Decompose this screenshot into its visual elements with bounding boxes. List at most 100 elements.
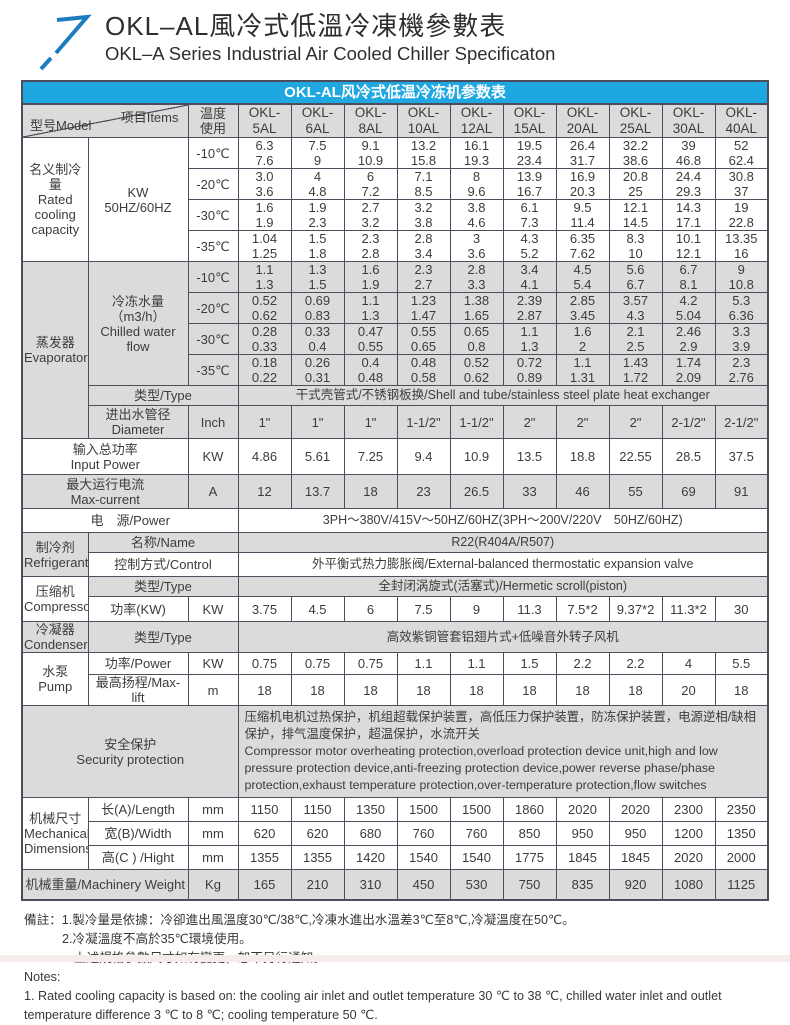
value-cell: 18: [343, 474, 398, 509]
temp-cell: -35℃: [187, 230, 239, 262]
temp-usage-header: 温度 使用: [187, 103, 239, 138]
value-cell: 4: [661, 652, 716, 675]
value-cell: 0.52 0.62: [449, 354, 504, 386]
value-cell: 55: [608, 474, 663, 509]
value-cell: 2.39 2.87: [502, 292, 557, 324]
rated-cooling-row: 名义制冷量 Rated cooling capacity KW 50HZ/60HZ -10℃…: [21, 137, 769, 262]
value-cell: 1.6 1.9: [237, 199, 292, 231]
value-cell: 1775: [502, 845, 557, 870]
spec-table: 型号Model 项目Items 温度 使用 OKL- 5AL OKL- 6AL OKL- 8AL O…: [21, 103, 769, 901]
value-cell: 22.55: [608, 438, 663, 475]
table-title-banner: OKL-AL风冷式低温冷冻机参数表: [21, 80, 769, 103]
value-cell: 0.18 0.22: [237, 354, 292, 386]
value-cell: 2020: [608, 797, 663, 822]
value-cell: 1350: [343, 797, 398, 822]
value-cell: 2.3 2.76: [714, 354, 769, 386]
model-header-cell: OKL- 12AL: [449, 103, 504, 138]
value-cell: 1": [290, 405, 345, 439]
row-label-input-power: 输入总功率 Input Power: [21, 438, 189, 475]
value-cell: 0.75: [237, 652, 292, 675]
row-label-refrigerant-name: 名称/Name: [87, 532, 239, 553]
value-cell: 1200: [661, 821, 716, 846]
value-cell: 1.1 1.31: [555, 354, 610, 386]
value-cell: 530: [449, 869, 504, 900]
value-cell: 2.3 2.8: [343, 230, 398, 262]
value-cell: 9.1 10.9: [343, 137, 398, 169]
value-cell: 18: [502, 674, 557, 706]
model-header-cell: OKL- 5AL: [237, 103, 292, 138]
value-cell: 6.3 7.6: [237, 137, 292, 169]
temp-cell: -10℃: [187, 261, 239, 293]
value-cell: 760: [396, 821, 451, 846]
value-cell: 5.5: [714, 652, 769, 675]
page-title: OKL–AL風冷式低溫冷凍機參數表: [105, 11, 507, 41]
value-cell: 3 3.6: [449, 230, 504, 262]
value-cell: 1540: [449, 845, 504, 870]
value-cell: 28.5: [661, 438, 716, 475]
unit-cell: KW: [187, 438, 239, 475]
value-cell: 0.48 0.58: [396, 354, 451, 386]
value-cell: 0.75: [290, 652, 345, 675]
value-cell: 2020: [555, 797, 610, 822]
value-cell: 5.61: [290, 438, 345, 475]
value-cell: 18.8: [555, 438, 610, 475]
value-cell: 1845: [608, 845, 663, 870]
value-cell: 20.8 25: [608, 168, 663, 200]
row-label-condenser: 冷凝器 Condenser: [21, 621, 89, 653]
note-line-4: Notes:: [24, 969, 61, 984]
value-cell: 9.4: [396, 438, 451, 475]
value-cell: 2350: [714, 797, 769, 822]
value-cell: 9.37*2: [608, 596, 663, 622]
value-cell: 6 7.2: [343, 168, 398, 200]
value-cell: 2": [502, 405, 557, 439]
table-wrap: OKL-AL风冷式低温冷冻机参数表 型号Model 项目Items 温度 使用 OKL-…: [21, 80, 769, 901]
value-cell: 8.3 10: [608, 230, 663, 262]
row-label-dimension-item: 长(A)/Length: [87, 797, 189, 822]
unit-cell: KW: [187, 652, 239, 675]
value-cell: 1.5 1.8: [290, 230, 345, 262]
value-cell: 6: [343, 596, 398, 622]
value-cell: 5.3 6.36: [714, 292, 769, 324]
value-cell: 1": [343, 405, 398, 439]
refrigerant-control-value: 外平衡式热力膨胀阀/External-balanced thermostatic…: [237, 552, 769, 577]
value-cell: 950: [555, 821, 610, 846]
value-cell: 7.25: [343, 438, 398, 475]
row-label-condenser-type: 类型/Type: [87, 621, 239, 653]
value-cell: 3.75: [237, 596, 292, 622]
value-cell: 13.9 16.7: [502, 168, 557, 200]
value-cell: 7.5*2: [555, 596, 610, 622]
value-cell: 1355: [237, 845, 292, 870]
value-cell: 750: [502, 869, 557, 900]
value-cell: 9 10.8: [714, 261, 769, 293]
unit-cell: KW 50HZ/60HZ: [87, 137, 189, 262]
value-cell: 33: [502, 474, 557, 509]
value-cell: 18: [608, 674, 663, 706]
row-label-dimension-item: 宽(B)/Width: [87, 821, 189, 846]
temp-cell: -30℃: [187, 323, 239, 355]
value-cell: 16.1 19.3: [449, 137, 504, 169]
model-header-cell: OKL- 8AL: [343, 103, 398, 138]
model-header-row: 型号Model 项目Items 温度 使用 OKL- 5AL OKL- 6AL OKL- 8AL O…: [21, 103, 769, 138]
value-cell: 91: [714, 474, 769, 509]
row-label-refrigerant: 制冷剂 Refrigerant: [21, 532, 89, 577]
value-cell: 0.28 0.33: [237, 323, 292, 355]
value-cell: 1.1: [449, 652, 504, 675]
evaporator-flow-row: -20℃ 0.52 0.62 0.69 0.83 1.1 1.3 1.23 1.47 1.38 1.…: [22, 292, 769, 324]
rated-cooling-row: -20℃ 3.0 3.6 4 4.8 6 7.2 7.1 8.5 8 9.6 13.9 16.7 16.9…: [22, 168, 769, 200]
unit-cell: mm: [187, 821, 239, 846]
value-cell: 4.2 5.04: [661, 292, 716, 324]
title-block: OKL–AL風冷式低溫冷凍機參數表 OKL–A Series Industria…: [105, 10, 790, 66]
value-cell: 13.35 16: [714, 230, 769, 262]
value-cell: 26.4 31.7: [555, 137, 610, 169]
value-cell: 30.8 37: [714, 168, 769, 200]
page-header: OKL–AL風冷式低溫冷凍機參數表 OKL–A Series Industria…: [0, 0, 790, 80]
value-cell: 52 62.4: [714, 137, 769, 169]
value-cell: 2.8 3.3: [449, 261, 504, 293]
value-cell: 18: [396, 674, 451, 706]
value-cell: 1.6 1.9: [343, 261, 398, 293]
row-label-diameter: 进出水管径 Diameter: [87, 405, 189, 439]
value-cell: 10.1 12.1: [661, 230, 716, 262]
value-cell: 2.2: [608, 652, 663, 675]
value-cell: 2.8 3.4: [396, 230, 451, 262]
value-cell: 2.2: [555, 652, 610, 675]
